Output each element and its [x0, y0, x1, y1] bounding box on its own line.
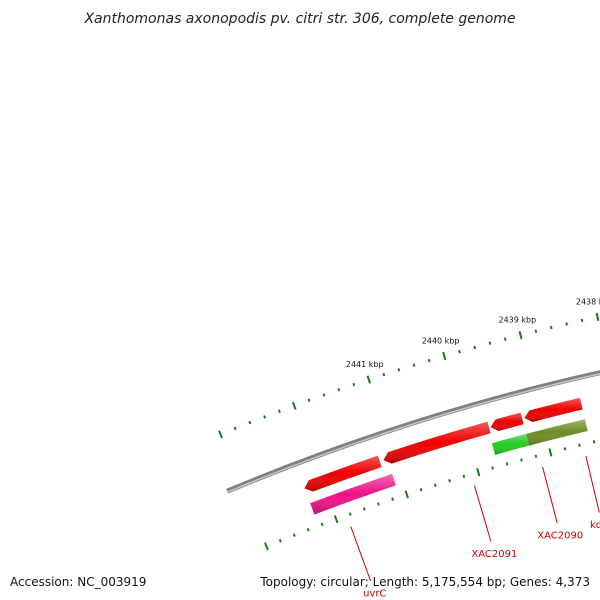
inner-ring-tick: [592, 440, 596, 444]
map-title: Xanthomonas axonopodis pv. citri str. 30…: [83, 11, 515, 27]
inner-ring-tick: [404, 490, 410, 499]
feature-shading: [490, 412, 524, 432]
outer-ring-tick: [337, 387, 341, 392]
outer-ring-tick: [549, 325, 553, 330]
accession-label: Accession: NC_003919: [10, 575, 146, 589]
outer-ring-tick: [397, 368, 401, 372]
inner-ring-tick: [534, 454, 538, 458]
outer-ring-tick: [352, 382, 356, 387]
gene-leader-line: [542, 466, 558, 524]
kbp-dot-rings: [218, 312, 600, 551]
inner-ring-tick: [505, 462, 509, 466]
gene-labels: XAC2083uvrCXAC2091XAC2090kdsBlpxKmsbAexb…: [350, 455, 600, 599]
outer-ring-tick: [580, 318, 584, 323]
feature-shading: [491, 433, 530, 455]
outer-ring-tick: [248, 420, 252, 425]
feature-reverse-block: [524, 397, 583, 422]
inner-ring-tick: [264, 542, 269, 551]
inner-ring-tick: [491, 466, 495, 470]
genome-backbone: [226, 370, 600, 494]
outer-ring-tick: [366, 375, 372, 384]
outer-ring-tick: [565, 322, 568, 326]
feature-inner-block: [526, 419, 588, 446]
feature-shading: [526, 419, 588, 446]
inner-ring-tick: [391, 497, 395, 501]
feature-inner-block: [491, 433, 530, 455]
feature-reverse-block: [383, 421, 491, 464]
gene-label-xac2091[interactable]: XAC2091: [471, 549, 517, 560]
backbone-arc: [226, 370, 600, 494]
outer-ring-tick: [291, 401, 297, 410]
inner-ring-tick: [433, 483, 437, 487]
outer-ring-tick: [473, 345, 477, 350]
feature-shading: [524, 397, 583, 422]
outer-ring-tick: [534, 329, 538, 334]
feature-reverse-block: [490, 412, 524, 432]
outer-ring-tick: [218, 430, 223, 439]
outer-ring-tick: [427, 358, 431, 363]
inner-ring-tick: [476, 468, 481, 477]
gene-label-uvrc[interactable]: uvrC: [363, 588, 386, 599]
outer-ring-tick: [382, 372, 386, 377]
gene-leader-line: [585, 455, 600, 513]
inner-ring-tick: [520, 458, 523, 462]
outer-ring-tick: [488, 341, 492, 345]
inner-ring-tick: [563, 447, 567, 451]
outer-ring-tick: [322, 393, 326, 397]
outer-ring-tick: [277, 409, 281, 413]
inner-ring-tick: [462, 474, 466, 479]
kbp-tick-label: 2440 kbp: [422, 337, 460, 346]
feature-shading: [310, 474, 396, 515]
feature-tracks: [304, 397, 588, 515]
feature-reverse-block: [304, 455, 382, 492]
gene-label-kdsb[interactable]: kdsB: [590, 520, 600, 531]
feature-shading: [304, 455, 382, 492]
feature-shading: [383, 421, 491, 464]
outer-ring-tick: [595, 312, 600, 322]
kbp-tick-label: 2438 kbp: [576, 297, 600, 306]
kbp-tick-label: 2439 kbp: [498, 316, 536, 325]
inner-ring-tick: [333, 515, 339, 524]
inner-ring-tick: [278, 538, 282, 543]
outer-ring-tick: [518, 331, 523, 340]
inner-ring-tick: [320, 522, 324, 527]
outer-ring-tick: [442, 351, 447, 361]
outer-ring-tick: [458, 349, 461, 354]
outer-ring-tick: [263, 415, 267, 419]
inner-ring-tick: [292, 533, 296, 537]
outer-ring-tick: [412, 363, 416, 367]
inner-ring-tick: [578, 443, 581, 447]
inner-ring-tick: [377, 502, 380, 506]
inner-ring-tick: [348, 512, 352, 516]
outer-ring-tick: [503, 337, 507, 341]
genome-summary-label: Topology: circular; Length: 5,175,554 bp…: [259, 575, 590, 589]
inner-ring-tick: [448, 479, 451, 483]
gene-leader-line: [474, 485, 492, 542]
outer-ring-tick: [233, 426, 237, 431]
gene-label-xac2090[interactable]: XAC2090: [537, 531, 583, 542]
gene-leader-line: [350, 526, 372, 582]
outer-ring-tick: [307, 398, 311, 403]
inner-ring-tick: [306, 527, 310, 532]
feature-inner-block: [310, 474, 396, 515]
inner-ring-tick: [548, 448, 553, 457]
kbp-tick-label: 2441 kbp: [346, 360, 384, 369]
inner-ring-tick: [362, 507, 366, 511]
backbone-highlight: [227, 373, 600, 493]
inner-ring-tick: [419, 488, 423, 492]
